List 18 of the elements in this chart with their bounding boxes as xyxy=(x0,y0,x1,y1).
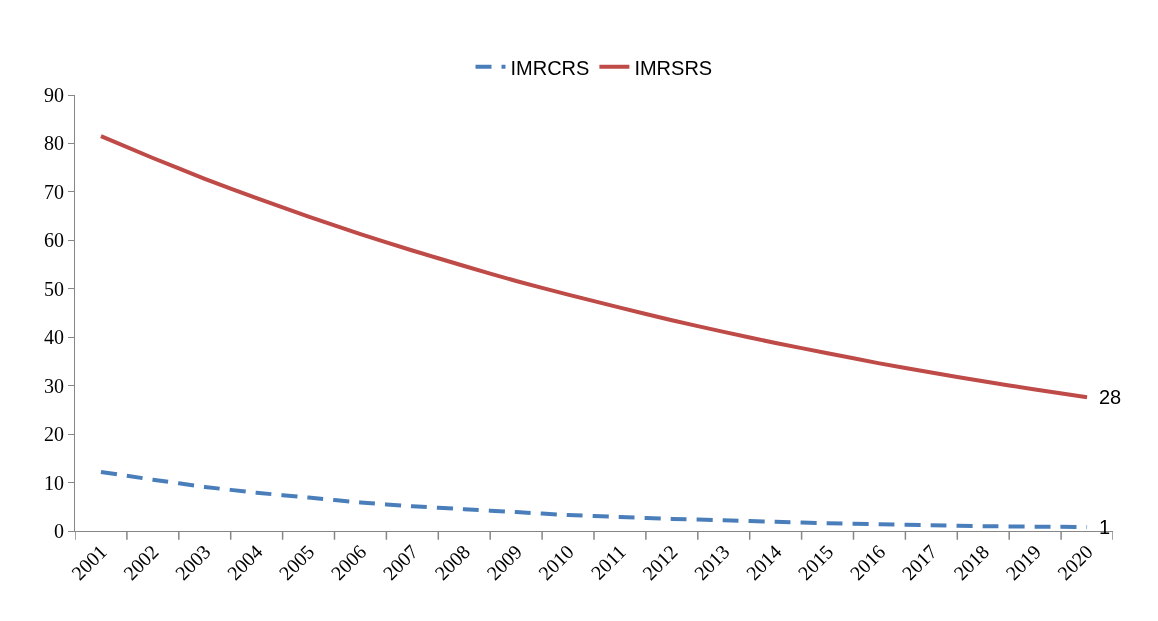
y-tick-label: 30 xyxy=(44,374,64,397)
legend-label: IMRCRS xyxy=(510,56,590,79)
y-tick-label: 50 xyxy=(44,277,64,300)
annotation: 1 xyxy=(1099,516,1111,538)
y-tick-label: 40 xyxy=(44,326,64,349)
y-tick-label: 80 xyxy=(44,132,64,155)
annotation: 28 xyxy=(1099,386,1122,408)
y-tick-label: 20 xyxy=(44,423,64,446)
y-tick-label: 90 xyxy=(44,84,64,106)
line-series xyxy=(98,469,1090,530)
y-tick-label: 60 xyxy=(44,229,64,252)
legend-label: IMRSRS xyxy=(634,56,713,79)
y-tick-label: 70 xyxy=(44,180,64,203)
x-tick-label: 2011 xyxy=(586,540,630,584)
line-series xyxy=(98,134,1090,400)
y-tick-label: 10 xyxy=(44,471,64,494)
y-tick-label: 0 xyxy=(54,520,64,542)
x-tick-label: 2001 xyxy=(67,540,111,585)
